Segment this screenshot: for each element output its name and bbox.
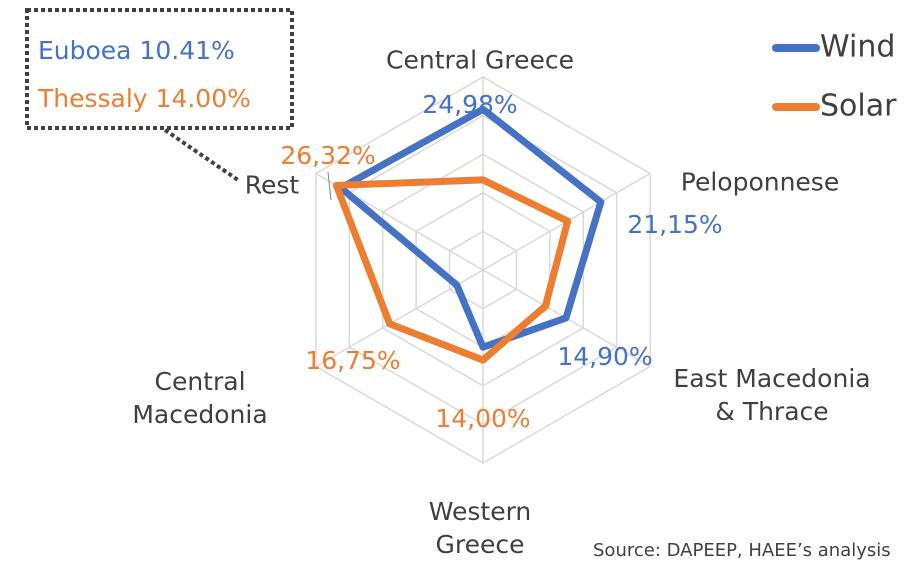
- category-label: Central Macedonia: [132, 367, 268, 429]
- data-label: 14,90%: [557, 342, 652, 371]
- category-label: East Macedonia & Thrace: [673, 364, 871, 426]
- annotation-leader: [163, 128, 240, 182]
- data-label: 24,98%: [422, 90, 517, 119]
- data-label: 21,15%: [627, 210, 722, 239]
- category-label: Peloponnese: [680, 167, 840, 197]
- category-label: Central Greece: [386, 45, 574, 75]
- category-label: Rest: [244, 170, 300, 200]
- annotation-text: Thessaly 14.00%: [37, 84, 251, 113]
- annotation-box: [25, 8, 294, 130]
- category-label: Western Greece: [428, 497, 532, 559]
- legend-label: Solar: [820, 89, 897, 124]
- annotation-text: Euboea 10.41%: [38, 36, 235, 65]
- series-line: [332, 176, 572, 364]
- series-line: [337, 105, 605, 351]
- data-label: 16,75%: [305, 346, 400, 375]
- label-leader: [327, 171, 332, 201]
- legend-label: Wind: [820, 30, 895, 65]
- data-label: 26,32%: [280, 141, 375, 170]
- source: Source: DAPEEP, HAEE’s analysis: [593, 540, 891, 561]
- data-label: 14,00%: [435, 404, 530, 433]
